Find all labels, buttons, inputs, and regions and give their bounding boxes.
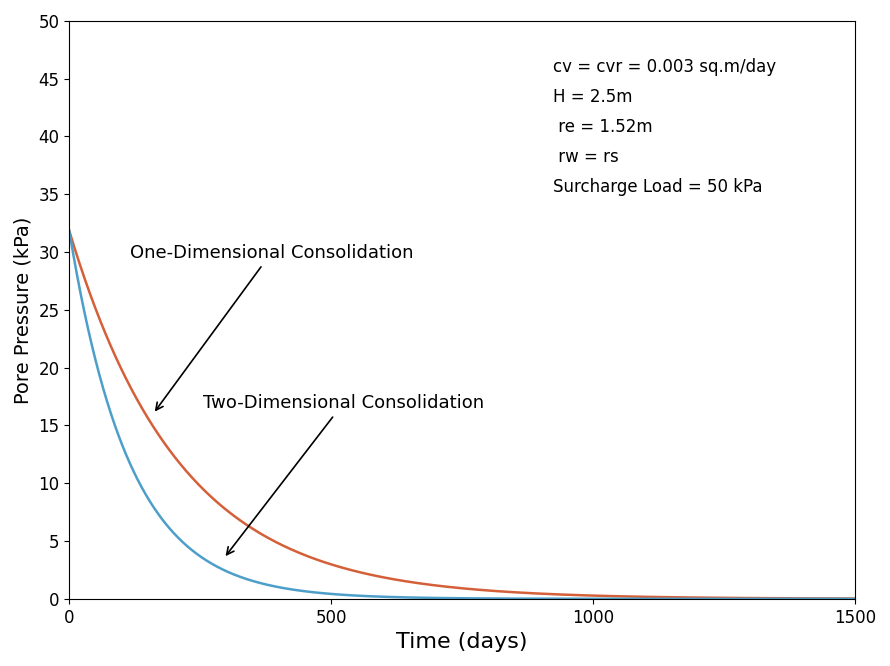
Text: One-Dimensional Consolidation: One-Dimensional Consolidation <box>130 244 413 410</box>
Text: cv = cvr = 0.003 sq.m/day
H = 2.5m
 re = 1.52m
 rw = rs
Surcharge Load = 50 kPa: cv = cvr = 0.003 sq.m/day H = 2.5m re = … <box>553 59 776 196</box>
Y-axis label: Pore Pressure (kPa): Pore Pressure (kPa) <box>14 216 33 404</box>
X-axis label: Time (days): Time (days) <box>396 632 528 652</box>
Text: Two-Dimensional Consolidation: Two-Dimensional Consolidation <box>203 394 484 555</box>
